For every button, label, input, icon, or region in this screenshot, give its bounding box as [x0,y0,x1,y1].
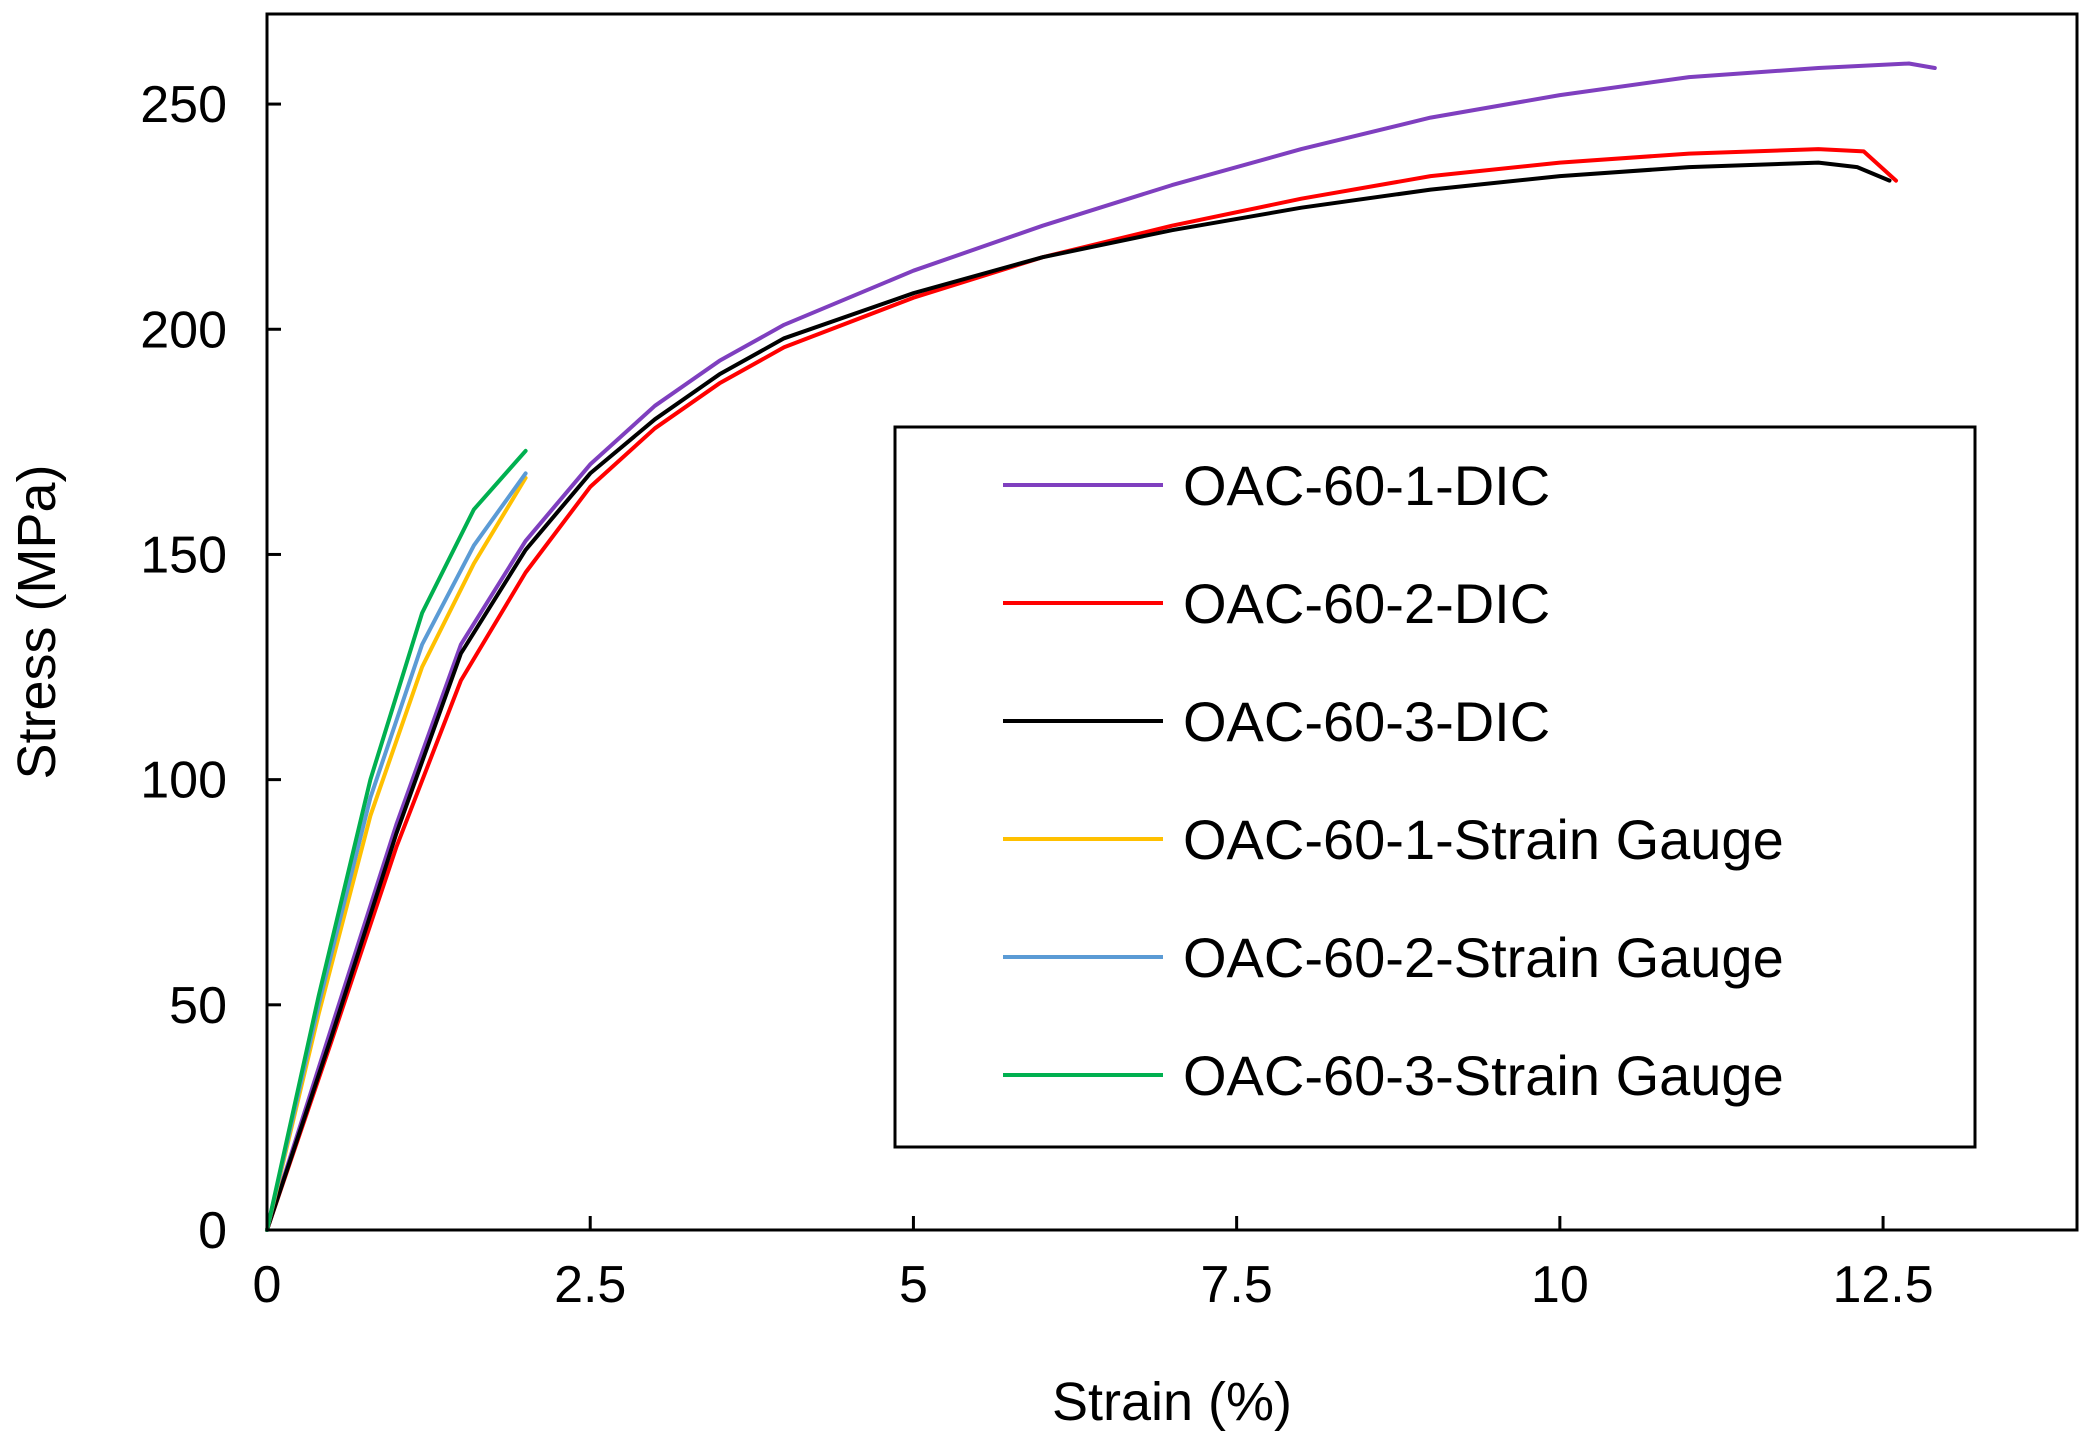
y-tick-label: 0 [198,1202,227,1260]
series-line-1 [265,61,1937,1232]
series-line-3 [265,160,1892,1232]
x-tick-label: 0 [253,1256,282,1314]
legend-label: OAC-60-2-DIC [1183,572,1550,635]
series-line-6 [265,448,528,1232]
legend-label: OAC-60-2-Strain Gauge [1183,926,1784,989]
axis-ticks: 0 2.5 5 7.5 10 12.5 0 50 100 150 200 250 [140,76,1933,1314]
legend-frame [893,425,1977,1149]
y-tick-label: 50 [169,977,227,1035]
x-tick-label: 5 [899,1256,928,1314]
x-tick-label: 7.5 [1200,1256,1272,1314]
legend-label: OAC-60-1-Strain Gauge [1183,808,1784,871]
series-layer [265,61,1937,1232]
x-tick-label: 12.5 [1832,1256,1933,1314]
legend: OAC-60-1-DIC OAC-60-2-DIC OAC-60-3-DIC OAC-… [893,425,1977,1149]
y-tick-label: 150 [140,526,227,584]
series-line-2 [265,147,1898,1232]
y-tick-label: 100 [140,752,227,810]
y-axis-title: Stress (MPa) [7,464,67,779]
plot-area-frame [265,12,2079,1232]
x-tick-label: 10 [1531,1256,1589,1314]
x-axis-title: Strain (%) [1052,1372,1292,1432]
x-tick-label: 2.5 [554,1256,626,1314]
legend-label: OAC-60-3-Strain Gauge [1183,1044,1784,1107]
legend-label: OAC-60-1-DIC [1183,454,1550,517]
y-tick-label: 250 [140,76,227,134]
legend-label: OAC-60-3-DIC [1183,690,1550,753]
y-tick-label: 200 [140,301,227,359]
